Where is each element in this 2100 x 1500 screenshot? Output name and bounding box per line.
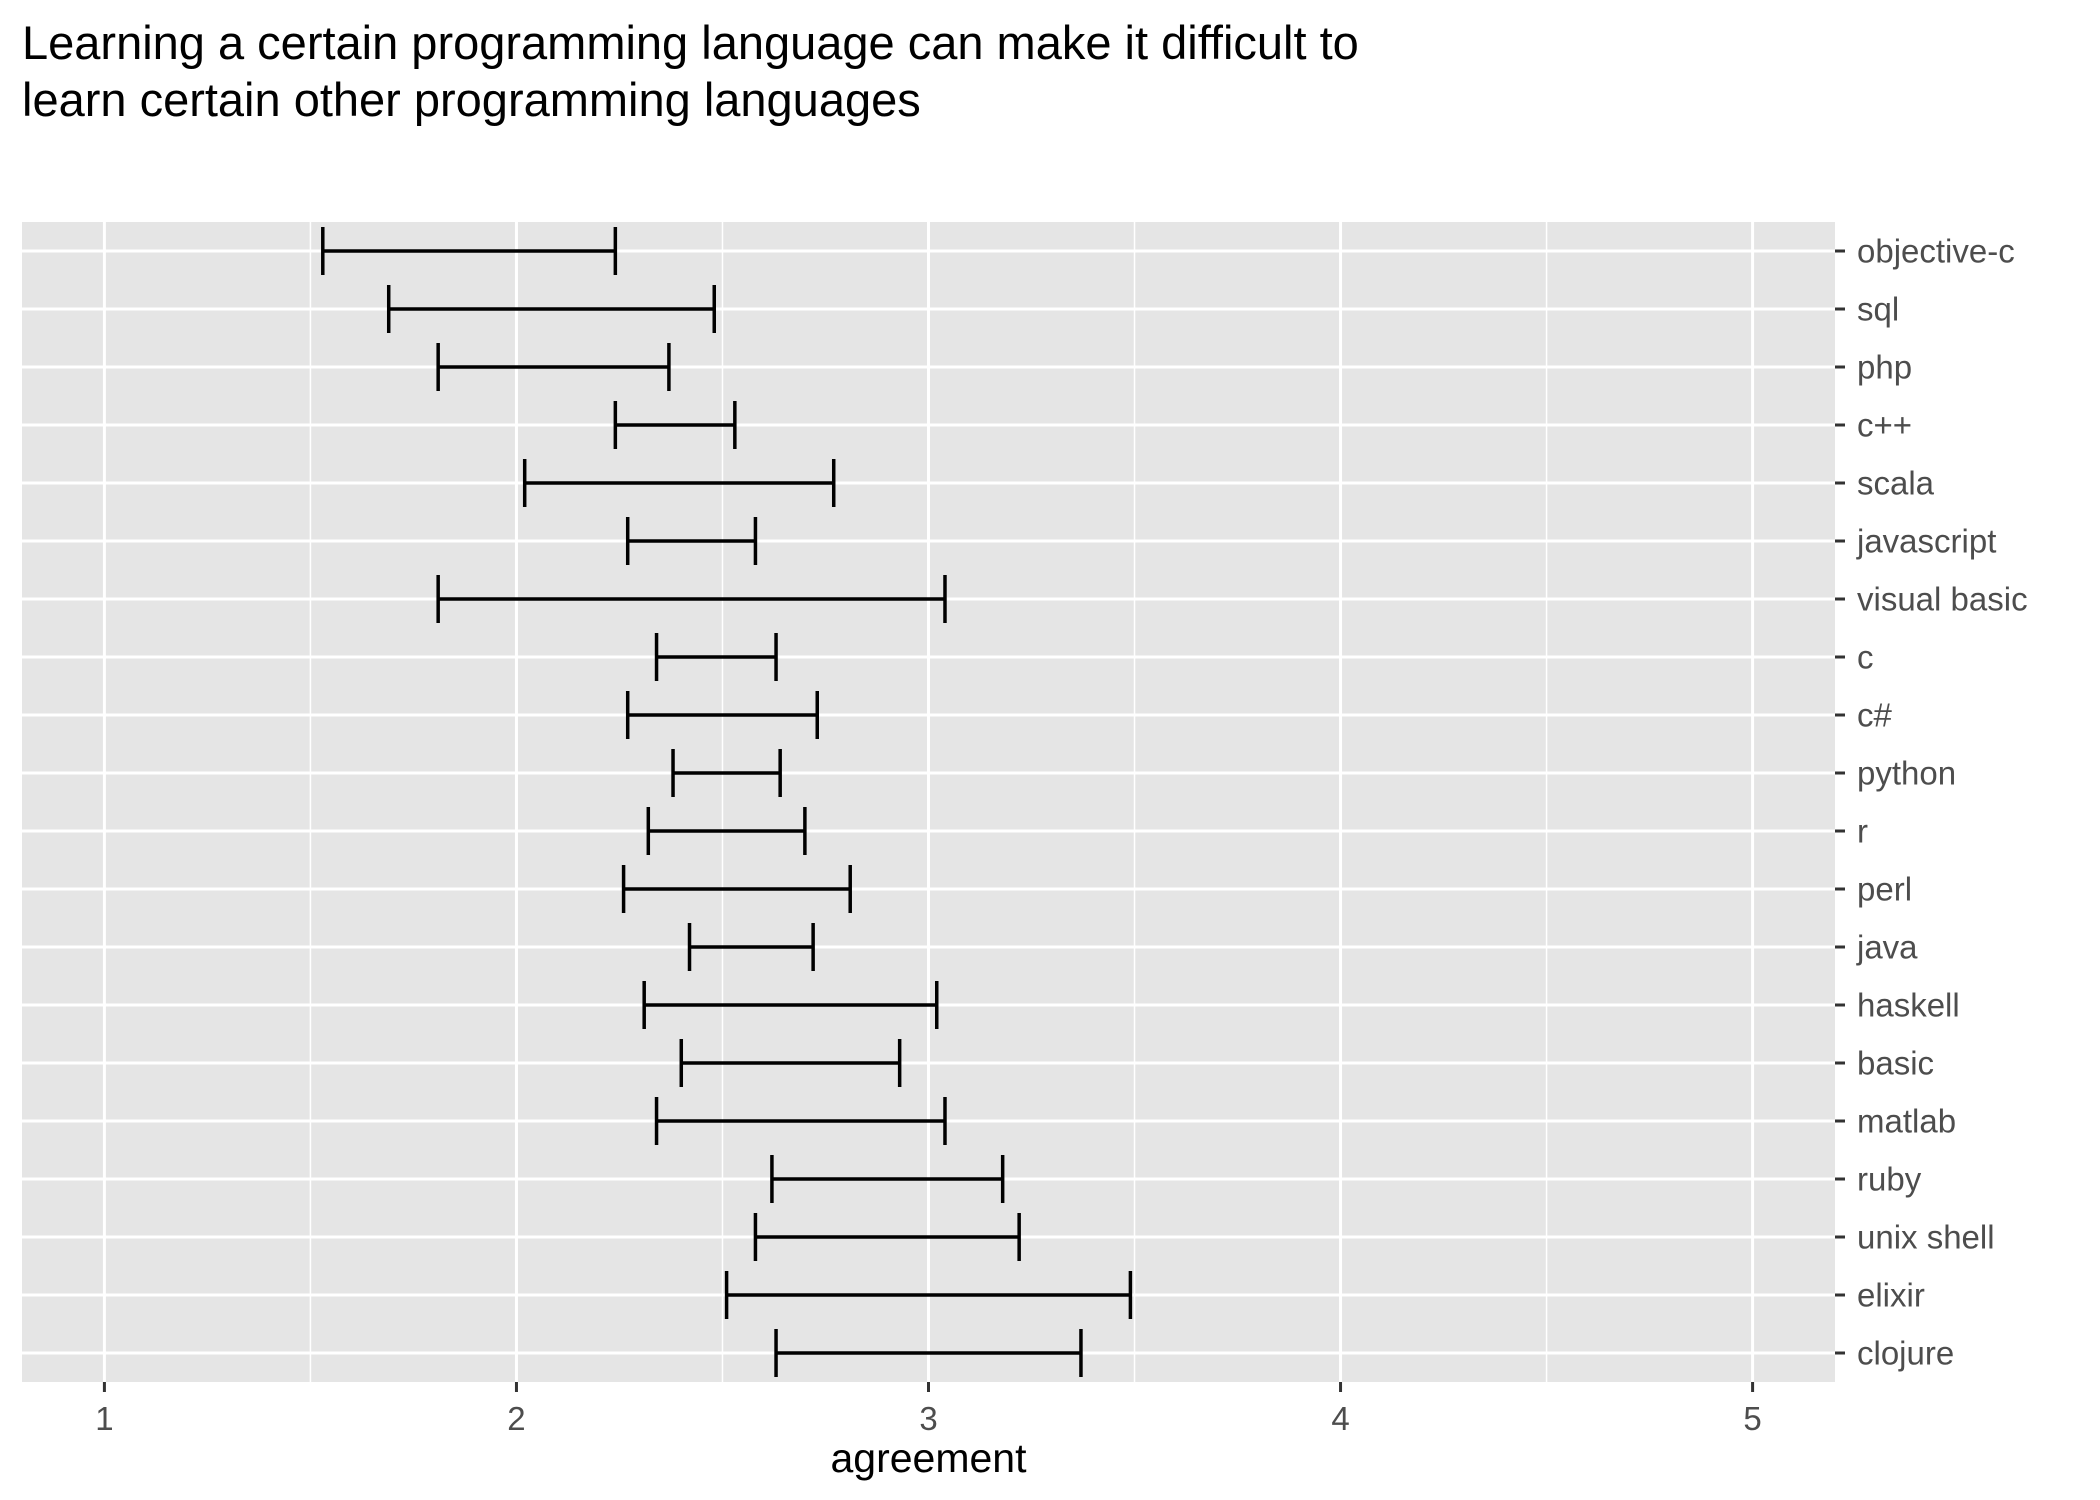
- error-bar: [522, 459, 836, 507]
- x-tick-label: 3: [919, 1400, 937, 1437]
- y-tick-label: c: [1857, 639, 1874, 676]
- y-tick-label: c++: [1857, 407, 1912, 444]
- y-tick-label: perl: [1857, 871, 1912, 908]
- error-bar: [770, 1155, 1005, 1203]
- x-tick-label: 1: [95, 1400, 113, 1437]
- y-tick-label: java: [1856, 929, 1918, 966]
- error-bar: [646, 807, 807, 855]
- error-bar: [654, 1097, 947, 1145]
- x-tick-label: 2: [507, 1400, 525, 1437]
- error-bar: [321, 227, 618, 275]
- y-tick-label: clojure: [1857, 1335, 1954, 1372]
- y-tick-label: visual basic: [1857, 581, 2028, 618]
- error-bar: [625, 691, 819, 739]
- error-bar: [679, 1039, 902, 1087]
- y-axis: objective-c sql php c++ scala javascript visua…: [1835, 233, 2028, 1372]
- error-bar: [774, 1329, 1083, 1377]
- y-tick-label: matlab: [1857, 1103, 1956, 1140]
- error-bar: [642, 981, 939, 1029]
- error-bar: [436, 343, 671, 391]
- y-tick-label: basic: [1857, 1045, 1934, 1082]
- y-tick-label: objective-c: [1857, 233, 2015, 270]
- y-tick-label: unix shell: [1857, 1219, 1995, 1256]
- y-tick-label: r: [1857, 813, 1868, 850]
- y-tick-label: php: [1857, 349, 1912, 386]
- error-bar: [625, 517, 758, 565]
- x-axis: 1 2 3 4 5: [95, 1382, 1762, 1437]
- y-tick-label: elixir: [1857, 1277, 1925, 1314]
- error-bar: [436, 575, 947, 623]
- x-tick-label: 4: [1331, 1400, 1349, 1437]
- chart-title: Learning a certain programming language …: [22, 16, 1359, 126]
- error-bar: [613, 401, 737, 449]
- error-bar: [753, 1213, 1021, 1261]
- error-bar: [654, 633, 778, 681]
- y-tick-label: haskell: [1857, 987, 1960, 1024]
- error-bar: [386, 285, 716, 333]
- error-bar: [671, 749, 782, 797]
- error-bar: [621, 865, 852, 913]
- y-tick-label: ruby: [1857, 1161, 1922, 1198]
- y-tick-label: scala: [1857, 465, 1935, 502]
- y-tick-label: javascript: [1856, 523, 1996, 560]
- x-axis-title: agreement: [830, 1435, 1027, 1481]
- error-bar: [687, 923, 815, 971]
- y-tick-label: sql: [1857, 291, 1899, 328]
- error-bars: [321, 227, 1133, 1377]
- error-bar: [724, 1271, 1133, 1319]
- y-tick-label: python: [1857, 755, 1956, 792]
- x-tick-label: 5: [1743, 1400, 1761, 1437]
- y-tick-label: c#: [1857, 697, 1893, 734]
